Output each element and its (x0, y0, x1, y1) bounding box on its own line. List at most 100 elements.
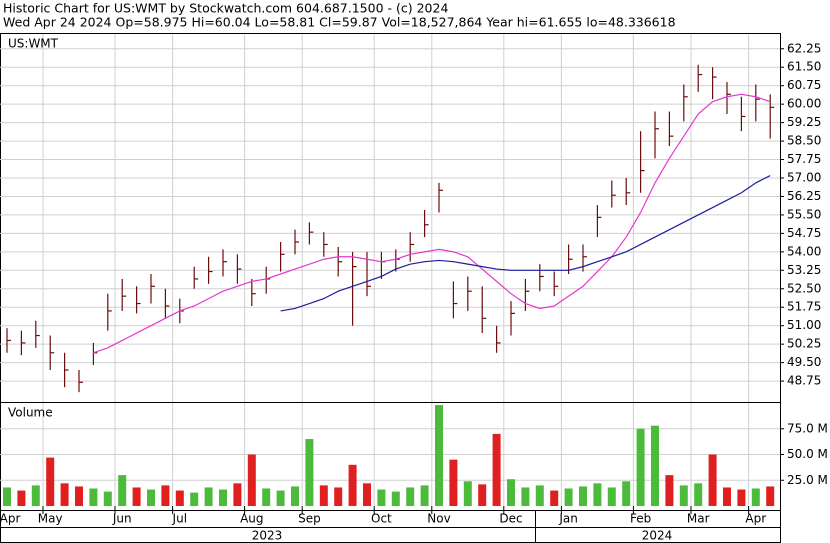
y-tick-label: 61.50 (787, 60, 821, 74)
x-tick-label: Jul (172, 512, 187, 526)
volume-bar (406, 487, 415, 506)
volume-bar (723, 487, 731, 506)
header-title: Historic Chart for US:WMT by Stockwatch.… (3, 1, 448, 16)
volume-bar (507, 479, 515, 506)
x-tick-label: Sep (298, 512, 321, 526)
volume-bar (319, 485, 328, 506)
volume-bar (247, 454, 256, 506)
x-tick-label: May (38, 512, 63, 526)
y-tick-label: 57.75 (787, 152, 821, 166)
volume-bar (665, 475, 674, 506)
volume-bar (737, 489, 746, 506)
plot-layer: 62.25 61.50 60.75 60.00 59.25 58.50 57.75 57.00… (0, 34, 828, 543)
panel-label: US:WMT (8, 37, 59, 51)
y-tick-label: 59.25 (787, 115, 821, 129)
volume-bar (751, 488, 760, 506)
y-tick-label: 75.0 M (787, 421, 828, 435)
y-tick-label: 49.50 (787, 355, 821, 369)
x-tick-label: Feb (630, 512, 651, 526)
x-tick-label: Aug (240, 512, 263, 526)
volume-bar (679, 485, 688, 506)
volume-bar (463, 481, 472, 506)
x-tick-label: Oct (371, 512, 392, 526)
volume-bar (233, 483, 242, 506)
x-tick-label: Nov (427, 512, 450, 526)
x-tick-label: Mar (687, 512, 710, 526)
y-tick-label: 51.75 (787, 300, 821, 314)
x-tick-label: Apr (745, 512, 766, 526)
y-tick-label: 60.75 (787, 78, 821, 92)
volume-bar (607, 487, 616, 506)
volume-bar (89, 488, 98, 506)
volume-bar (492, 433, 501, 506)
x-tick-label: Jun (112, 512, 132, 526)
moving-average (280, 175, 771, 312)
y-tick-label: 54.00 (787, 244, 821, 258)
volume-bar (132, 487, 141, 506)
y-tick-label: 58.50 (787, 134, 821, 148)
volume-bar (305, 439, 314, 506)
y-tick-label: 50.0 M (787, 447, 828, 461)
volume-bar (579, 486, 587, 506)
volume-bar (175, 490, 184, 506)
volume-bar (651, 425, 659, 506)
volume-bar (363, 483, 371, 506)
y-tick-label: 62.25 (787, 41, 821, 55)
year-label: 2024 (642, 529, 673, 543)
header-quote: Wed Apr 24 2024 Op=58.975 Hi=60.04 Lo=58… (3, 15, 676, 30)
volume-bar (334, 487, 343, 506)
volume-bar (564, 488, 573, 506)
y-tick-label: 56.25 (787, 189, 821, 203)
x-tick-label: Apr (0, 512, 20, 526)
volume-bar (636, 428, 645, 506)
volume-bar (276, 490, 285, 506)
y-tick-label: 55.50 (787, 207, 821, 221)
volume-bar (435, 405, 443, 506)
y-tick-label: 48.75 (787, 374, 821, 388)
volume-bar (593, 483, 602, 506)
volume-bar (622, 481, 631, 506)
volume-bar (348, 464, 357, 506)
volume-bar (766, 486, 775, 506)
y-tick-label: 25.0 M (787, 473, 828, 487)
volume-bar (291, 486, 299, 506)
volume-bar (46, 457, 55, 506)
y-tick-label: 57.00 (787, 171, 821, 185)
volume-bar (161, 485, 170, 506)
volume-bar (550, 490, 559, 506)
x-tick-label: Dec (499, 512, 522, 526)
y-tick-label: 50.25 (787, 337, 821, 351)
volume-bar (60, 483, 69, 506)
y-tick-label: 53.25 (787, 263, 821, 277)
volume-bar (262, 488, 271, 506)
volume-bar (521, 487, 530, 506)
volume-bar (31, 485, 40, 506)
volume-bar (17, 490, 26, 506)
volume-bar (535, 485, 544, 506)
volume-bar (391, 491, 400, 506)
volume-bar (377, 489, 386, 506)
panel-label: Volume (8, 406, 53, 420)
volume-bar (478, 484, 487, 506)
volume-bar (3, 487, 11, 506)
volume-bar (103, 491, 112, 506)
volume-bar (708, 454, 717, 506)
y-tick-label: 51.00 (787, 318, 821, 332)
y-tick-label: 52.50 (787, 281, 821, 295)
volume-bar (420, 485, 429, 506)
volume-bar (190, 492, 199, 506)
volume-bar (204, 487, 213, 506)
volume-bar (694, 483, 703, 506)
volume-bar (147, 489, 155, 506)
y-tick-label: 60.00 (787, 97, 821, 111)
volume-bar (75, 486, 83, 506)
x-tick-label: Jan (558, 512, 578, 526)
year-label: 2023 (252, 529, 283, 543)
volume-bar (449, 459, 458, 506)
y-tick-label: 54.75 (787, 226, 821, 240)
volume-bar (219, 489, 227, 506)
volume-bar (118, 475, 127, 506)
moving-average (93, 93, 771, 354)
